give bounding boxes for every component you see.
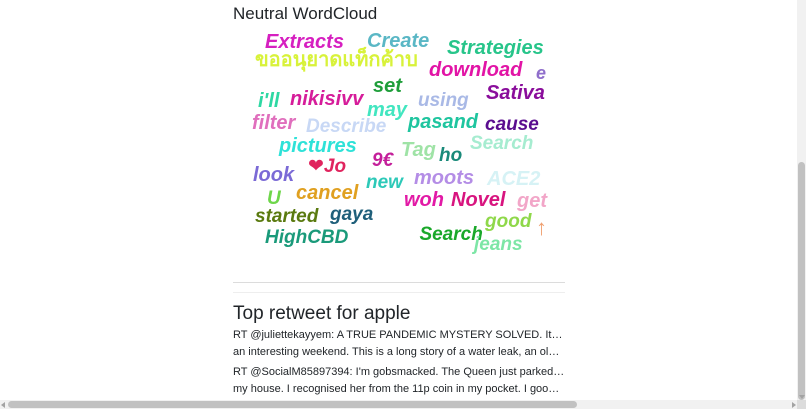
scroll-left-arrow-icon[interactable] bbox=[1, 402, 5, 408]
retweet-item: RT @juliettekayyem: A TRUE PANDEMIC MYST… bbox=[233, 327, 565, 361]
scroll-right-arrow-icon[interactable] bbox=[792, 402, 796, 408]
retweet-text-line: RT @juliettekayyem: A TRUE PANDEMIC MYST… bbox=[233, 329, 565, 341]
retweet-text-line: RT @SocialM85897394: I'm gobsmacked. The… bbox=[233, 366, 565, 378]
page-content: Neutral WordCloud Extracts Create Strate… bbox=[233, 4, 573, 398]
cloud-word: started bbox=[255, 206, 319, 227]
arrow-up-icon: ↑ bbox=[536, 215, 547, 240]
cloud-word: moots bbox=[414, 167, 474, 189]
cloud-word: Extracts bbox=[265, 31, 344, 53]
cloud-word: set bbox=[373, 75, 402, 97]
cloud-word: jeans bbox=[474, 234, 523, 255]
cloud-word: new bbox=[366, 172, 403, 193]
retweet-text-line: an interesting weekend. This is a long s… bbox=[233, 346, 565, 358]
neutral-wordcloud: Extracts Create Strategies ขออนุยาดแท็กค… bbox=[233, 28, 573, 264]
cloud-word: ❤Jo bbox=[308, 156, 347, 177]
cloud-word: ACE2 bbox=[487, 168, 541, 190]
cloud-word: get bbox=[517, 190, 547, 212]
cloud-word: pasand bbox=[408, 111, 479, 133]
cloud-word: Tag bbox=[401, 139, 436, 161]
retweet-text-line: my house. I recognised her from the 11p … bbox=[233, 383, 565, 395]
cloud-word: 9€ bbox=[372, 150, 394, 171]
retweet-item: RT @SocialM85897394: I'm gobsmacked. The… bbox=[233, 364, 565, 398]
cloud-word: Create bbox=[367, 30, 430, 52]
scrollbar-corner bbox=[797, 400, 806, 409]
cloud-word: good bbox=[485, 211, 532, 232]
cloud-word: Sativa bbox=[486, 82, 545, 104]
cloud-word: may bbox=[367, 99, 408, 121]
cloud-word: HighCBD bbox=[265, 227, 349, 248]
cloud-word: gaya bbox=[330, 204, 374, 225]
cloud-word: Describe bbox=[306, 116, 387, 137]
cloud-word: pictures bbox=[279, 135, 357, 157]
cloud-word: look bbox=[253, 164, 295, 186]
cloud-word: i'll bbox=[258, 90, 280, 112]
cloud-word: cause bbox=[485, 114, 539, 135]
cloud-word: Strategies bbox=[447, 37, 544, 59]
retweet-section-title: Top retweet for apple bbox=[233, 303, 411, 324]
wordcloud-title: Neutral WordCloud bbox=[233, 4, 378, 23]
section-divider bbox=[233, 282, 565, 293]
vertical-scrollbar[interactable] bbox=[797, 0, 806, 409]
cloud-word: e bbox=[536, 63, 547, 83]
cloud-word: Novel bbox=[451, 189, 506, 211]
scroll-down-arrow-icon[interactable] bbox=[799, 395, 805, 399]
cloud-word: U bbox=[267, 188, 281, 209]
cloud-word: Search bbox=[470, 133, 534, 154]
cloud-word: woh bbox=[404, 189, 444, 211]
cloud-word: cancel bbox=[296, 182, 359, 204]
cloud-word: download bbox=[429, 59, 523, 81]
cloud-word: filter bbox=[252, 112, 296, 134]
cloud-word: nikisivv bbox=[290, 88, 364, 110]
cloud-word: ho bbox=[439, 145, 463, 166]
horizontal-scrollbar-thumb[interactable] bbox=[8, 401, 577, 408]
vertical-scrollbar-thumb[interactable] bbox=[798, 162, 805, 400]
cloud-word: ขออนุยาดแท็กค้าบ bbox=[255, 49, 418, 71]
cloud-word: using bbox=[418, 90, 469, 111]
horizontal-scrollbar[interactable] bbox=[0, 400, 797, 409]
cloud-word: ᅟᅟᅟSearch bbox=[367, 224, 483, 245]
